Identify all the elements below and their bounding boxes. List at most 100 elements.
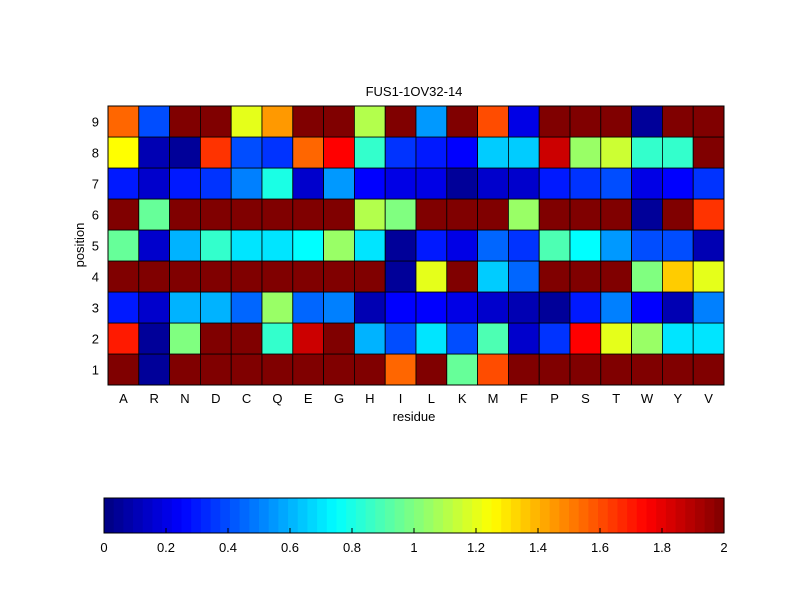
colorbar-swatch — [268, 498, 279, 533]
colorbar-swatch — [239, 498, 250, 533]
heatmap-cell-9-N — [169, 105, 201, 138]
heatmap-cell-7-I — [384, 167, 417, 200]
y-axis-label: position — [72, 223, 87, 268]
colorbar-swatch — [530, 498, 541, 533]
heatmap-cell-9-D — [199, 105, 232, 138]
colorbar-swatch — [394, 498, 405, 533]
x-tick-label: K — [458, 391, 467, 406]
heatmap-cell-1-G — [323, 353, 355, 386]
heatmap-cell-5-S — [569, 229, 602, 262]
colorbar-tick-label: 1.8 — [653, 540, 671, 555]
heatmap-cell-1-V — [692, 353, 725, 386]
colorbar-swatch — [123, 498, 134, 533]
heatmap-cell-6-L — [415, 198, 448, 231]
colorbar-swatch — [346, 498, 357, 533]
heatmap-cell-8-I — [384, 136, 417, 169]
y-tick-label: 2 — [92, 332, 99, 347]
heatmap-cell-5-W — [631, 229, 663, 262]
heatmap-cell-8-M — [477, 136, 509, 169]
colorbar-swatch — [694, 498, 706, 533]
heatmap-cell-8-F — [507, 136, 540, 169]
colorbar-swatch — [569, 498, 580, 533]
colorbar-swatch — [191, 498, 202, 533]
heatmap-cell-9-L — [415, 105, 448, 138]
heatmap-cell-4-D — [199, 260, 232, 293]
heatmap-cell-9-W — [631, 105, 663, 138]
colorbar-swatch — [414, 498, 425, 533]
heatmap-cell-6-N — [169, 198, 201, 231]
heatmap-cell-3-S — [569, 291, 602, 324]
heatmap-cell-5-M — [477, 229, 509, 262]
colorbar-swatch — [491, 498, 502, 533]
heatmap-cell-7-F — [507, 167, 540, 200]
heatmap-cell-7-V — [692, 167, 725, 200]
heatmap-cell-2-C — [230, 322, 263, 355]
colorbar-swatch — [288, 498, 299, 533]
colorbar-swatch — [539, 498, 551, 533]
colorbar-swatch — [404, 498, 415, 533]
heatmap-cell-2-S — [569, 322, 602, 355]
heatmap-cell-1-E — [292, 353, 324, 386]
heatmap-cell-3-Q — [261, 291, 294, 324]
colorbar-tick-label: 0.4 — [219, 540, 237, 555]
heatmap-cell-1-N — [169, 353, 201, 386]
colorbar-tick-label: 1.4 — [529, 540, 547, 555]
heatmap-cell-7-N — [169, 167, 201, 200]
heatmap-cell-4-G — [323, 260, 355, 293]
heatmap-cell-9-R — [138, 105, 171, 138]
heatmap-cell-2-T — [600, 322, 632, 355]
heatmap-cell-6-G — [323, 198, 355, 231]
colorbar-swatch — [210, 498, 221, 533]
heatmap-cell-3-M — [477, 291, 509, 324]
colorbar-tick-label: 0 — [100, 540, 107, 555]
heatmap-cell-4-W — [631, 260, 663, 293]
heatmap-cell-8-L — [415, 136, 448, 169]
colorbar-swatch — [627, 498, 638, 533]
heatmap-cell-9-M — [477, 105, 509, 138]
x-tick-label: I — [399, 391, 403, 406]
heatmap-cell-5-V — [692, 229, 725, 262]
colorbar-swatch — [220, 498, 231, 533]
heatmap-cell-9-G — [323, 105, 355, 138]
colorbar-swatch — [578, 498, 589, 533]
colorbar-swatch — [162, 498, 173, 533]
heatmap-cell-8-T — [600, 136, 632, 169]
heatmap-cell-6-H — [353, 198, 386, 231]
colorbar-swatch — [675, 498, 686, 533]
heatmap-cell-2-N — [169, 322, 201, 355]
heatmap-cell-6-T — [600, 198, 632, 231]
heatmap-cell-1-F — [507, 353, 540, 386]
colorbar-tick-label: 0.8 — [343, 540, 361, 555]
y-tick-label: 8 — [92, 146, 99, 161]
heatmap-cell-5-H — [353, 229, 386, 262]
heatmap-cell-5-D — [199, 229, 232, 262]
colorbar-swatch — [462, 498, 473, 533]
heatmap-cell-9-H — [353, 105, 386, 138]
x-tick-label: S — [581, 391, 590, 406]
colorbar-swatch — [665, 498, 677, 533]
colorbar-swatch — [559, 498, 570, 533]
heatmap-cell-7-A — [107, 167, 140, 200]
x-tick-label: R — [150, 391, 159, 406]
heatmap-cell-1-L — [415, 353, 448, 386]
heatmap-cell-7-M — [477, 167, 509, 200]
colorbar-swatch — [598, 498, 609, 533]
heatmap-cell-2-G — [323, 322, 355, 355]
colorbar-tick-label: 1 — [410, 540, 417, 555]
x-axis-label: residue — [393, 409, 436, 424]
heatmap-cell-6-P — [538, 198, 571, 231]
heatmap-cell-6-K — [446, 198, 478, 231]
heatmap-cell-8-N — [169, 136, 201, 169]
heatmap-cell-4-Q — [261, 260, 294, 293]
heatmap-cells — [107, 105, 725, 386]
heatmap-cell-1-H — [353, 353, 386, 386]
heatmap-cell-6-E — [292, 198, 324, 231]
heatmap-cell-4-F — [507, 260, 540, 293]
heatmap-cell-7-W — [631, 167, 663, 200]
heatmap-cell-6-R — [138, 198, 171, 231]
heatmap-cell-7-E — [292, 167, 324, 200]
heatmap-cell-1-C — [230, 353, 263, 386]
colorbar-swatch — [326, 498, 338, 533]
y-tick-label: 7 — [92, 177, 99, 192]
x-tick-label: Q — [272, 391, 282, 406]
